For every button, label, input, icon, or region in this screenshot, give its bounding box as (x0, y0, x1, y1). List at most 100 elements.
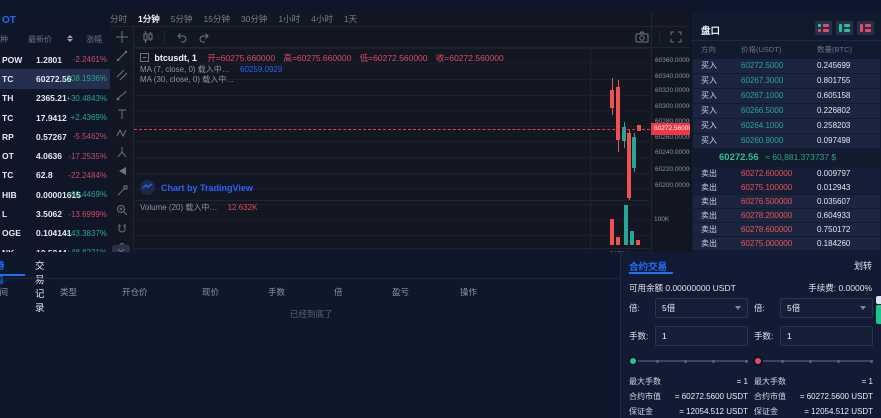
margin-value: = 12054.512 USDT (804, 407, 873, 416)
order-direction: 卖出 (701, 224, 717, 234)
tradingview-credit[interactable]: Chart by TradingView (140, 180, 253, 195)
max-lots-label: 最大手数 (754, 377, 786, 386)
order-price: 60260.9000 (741, 136, 784, 145)
tab-trade-records[interactable]: 交易记录 (35, 261, 45, 314)
market-row[interactable]: POW 1.2801 -2.2461% (0, 50, 110, 69)
header-price[interactable]: 最新价 (28, 35, 52, 44)
market-row[interactable]: NK 10.5244 +48.8221% (0, 243, 110, 252)
magnet-icon[interactable] (116, 223, 128, 235)
slider-thumb-short[interactable] (753, 356, 763, 366)
order-amount: 0.097498 (817, 136, 851, 145)
buy-orders: 买入 60272.5000 0.245699 买入 60267.3000 0.8… (691, 58, 881, 148)
tab-positions[interactable]: 持仓 (0, 258, 5, 286)
buy-order-row[interactable]: 买入 60264.1000 0.258203 (691, 118, 881, 133)
header-price-usdt: 价格(USDT) (741, 45, 782, 54)
timeframe-item[interactable]: 4小时 (311, 14, 333, 24)
candle-style-icon[interactable] (142, 30, 154, 44)
buy-order-row[interactable]: 买入 60267.3000 0.801755 (691, 73, 881, 88)
market-row[interactable]: TC 60272.56 +108.1936% (0, 69, 110, 89)
coin-symbol: TC (2, 112, 14, 123)
buy-order-row[interactable]: 买入 60260.9000 0.097498 (691, 133, 881, 148)
lever-select-short[interactable]: 5倍 (780, 298, 873, 318)
sort-icon[interactable] (67, 35, 73, 42)
header-symbol: 币种 (0, 35, 8, 44)
order-amount: 0.605158 (817, 91, 851, 100)
timeframe-item[interactable]: 1分钟 (138, 14, 160, 24)
view-sells-icon[interactable] (857, 21, 874, 35)
undo-icon[interactable] (175, 31, 188, 43)
tab-contract-trade[interactable]: 合约交易 (629, 262, 668, 273)
sell-order-row[interactable]: 卖出 60275.100000 0.012943 (691, 180, 881, 194)
lots-input-short[interactable] (787, 331, 866, 341)
chart-plot-area[interactable] (134, 48, 650, 248)
ohlc-info-line: btcusdt, 1 开=60275.660000 高=60275.660000… (140, 52, 504, 64)
brush-icon[interactable] (116, 89, 128, 101)
market-row[interactable]: HIB 0.00001615 +80.4469% (0, 185, 110, 204)
market-row[interactable]: OGE 0.104141 +43.3837% (0, 224, 110, 243)
buy-order-row[interactable]: 买入 60267.1000 0.605158 (691, 88, 881, 103)
market-row[interactable]: TC 17.9412 +2.4369% (0, 108, 110, 127)
timeframe-item[interactable]: 30分钟 (240, 14, 268, 24)
parallel-channel-icon[interactable] (116, 69, 128, 81)
positions-column-header: 操作 (460, 287, 478, 297)
transfer-link[interactable]: 划转 (853, 261, 872, 271)
header-change[interactable]: 涨幅 (86, 35, 102, 44)
sell-order-row[interactable]: 卖出 60278.200000 0.604933 (691, 208, 881, 222)
toolbar-collapse-button[interactable] (112, 245, 130, 252)
trend-line-icon[interactable] (116, 50, 128, 62)
market-row[interactable]: L 3.5062 -13.6999% (0, 204, 110, 223)
camera-icon[interactable] (635, 31, 649, 43)
order-amount: 0.035607 (817, 196, 851, 206)
volume-axis-label: 100K (654, 216, 670, 223)
redo-icon[interactable] (198, 31, 211, 43)
buy-order-row[interactable]: 买入 60272.5000 0.245699 (691, 58, 881, 73)
sell-order-row[interactable]: 卖出 60278.600000 0.750172 (691, 222, 881, 236)
sell-order-row[interactable]: 卖出 60272.600000 0.009797 (691, 166, 881, 180)
price-axis-label: 60320.000000 (655, 87, 690, 94)
volume-bar (636, 240, 640, 245)
timeframe-item[interactable]: 5分钟 (170, 14, 193, 24)
timeframe-item[interactable]: 15分钟 (203, 14, 230, 24)
fullscreen-icon[interactable] (670, 31, 682, 43)
lever-select-long[interactable]: 5倍 (655, 298, 748, 318)
market-row[interactable]: TH 2365.21 +30.4843% (0, 89, 110, 108)
volume-bar (616, 237, 620, 245)
timeframe-item[interactable]: 1天 (343, 14, 358, 24)
coin-symbol: NK (2, 248, 14, 252)
ma30-label: MA (30, close, 0) 载入中… (140, 75, 235, 84)
zoom-in-icon[interactable] (116, 204, 128, 216)
order-price: 60267.1000 (741, 91, 784, 100)
order-direction: 卖出 (701, 168, 717, 178)
volume-label: Volume (20) 载入中… (140, 203, 218, 212)
xabcd-pattern-icon[interactable] (116, 127, 128, 139)
crosshair-icon[interactable] (115, 31, 128, 43)
sell-order-row[interactable]: 卖出 60275.000000 0.184260 (691, 236, 881, 250)
view-both-icon[interactable] (815, 21, 832, 35)
order-amount: 0.750172 (817, 224, 851, 234)
time-axis-label: 58724 (610, 251, 628, 252)
buy-order-row[interactable]: 买入 60266.5000 0.226802 (691, 103, 881, 118)
chart-symbol[interactable]: btcusdt, 1 (154, 53, 197, 63)
market-row[interactable]: RP 0.57267 -5.5462% (0, 127, 110, 146)
lots-slider-short[interactable] (753, 354, 873, 368)
sell-order-row[interactable]: 卖出 60276.500000 0.035607 (691, 194, 881, 208)
market-row[interactable]: OT 4.0636 -17.2535% (0, 146, 110, 165)
short-order-column: 倍: 5倍 手数: 最大手数 = 1 合约市值 = 60272.5600 USDT (753, 298, 873, 418)
collapse-legend-icon[interactable] (140, 53, 149, 62)
timeframe-item[interactable]: 1小时 (278, 14, 301, 24)
market-tab[interactable]: OT (2, 15, 16, 26)
view-buys-icon[interactable] (836, 21, 853, 35)
lots-input-long[interactable] (662, 331, 741, 341)
lots-slider-long[interactable] (628, 354, 748, 368)
timeframe-item[interactable]: 分时 (110, 14, 128, 24)
measure-icon[interactable] (116, 185, 128, 197)
cursor-arrow-icon[interactable] (116, 165, 128, 177)
drawing-toolbar (110, 27, 134, 252)
text-tool-icon[interactable] (116, 108, 128, 120)
order-amount: 0.009797 (817, 168, 851, 178)
forecast-icon[interactable] (116, 146, 128, 158)
coin-price: 0.57267 (36, 131, 67, 142)
market-row[interactable]: TC 62.8 -22.2484% (0, 166, 110, 185)
slider-thumb-long[interactable] (628, 356, 638, 366)
